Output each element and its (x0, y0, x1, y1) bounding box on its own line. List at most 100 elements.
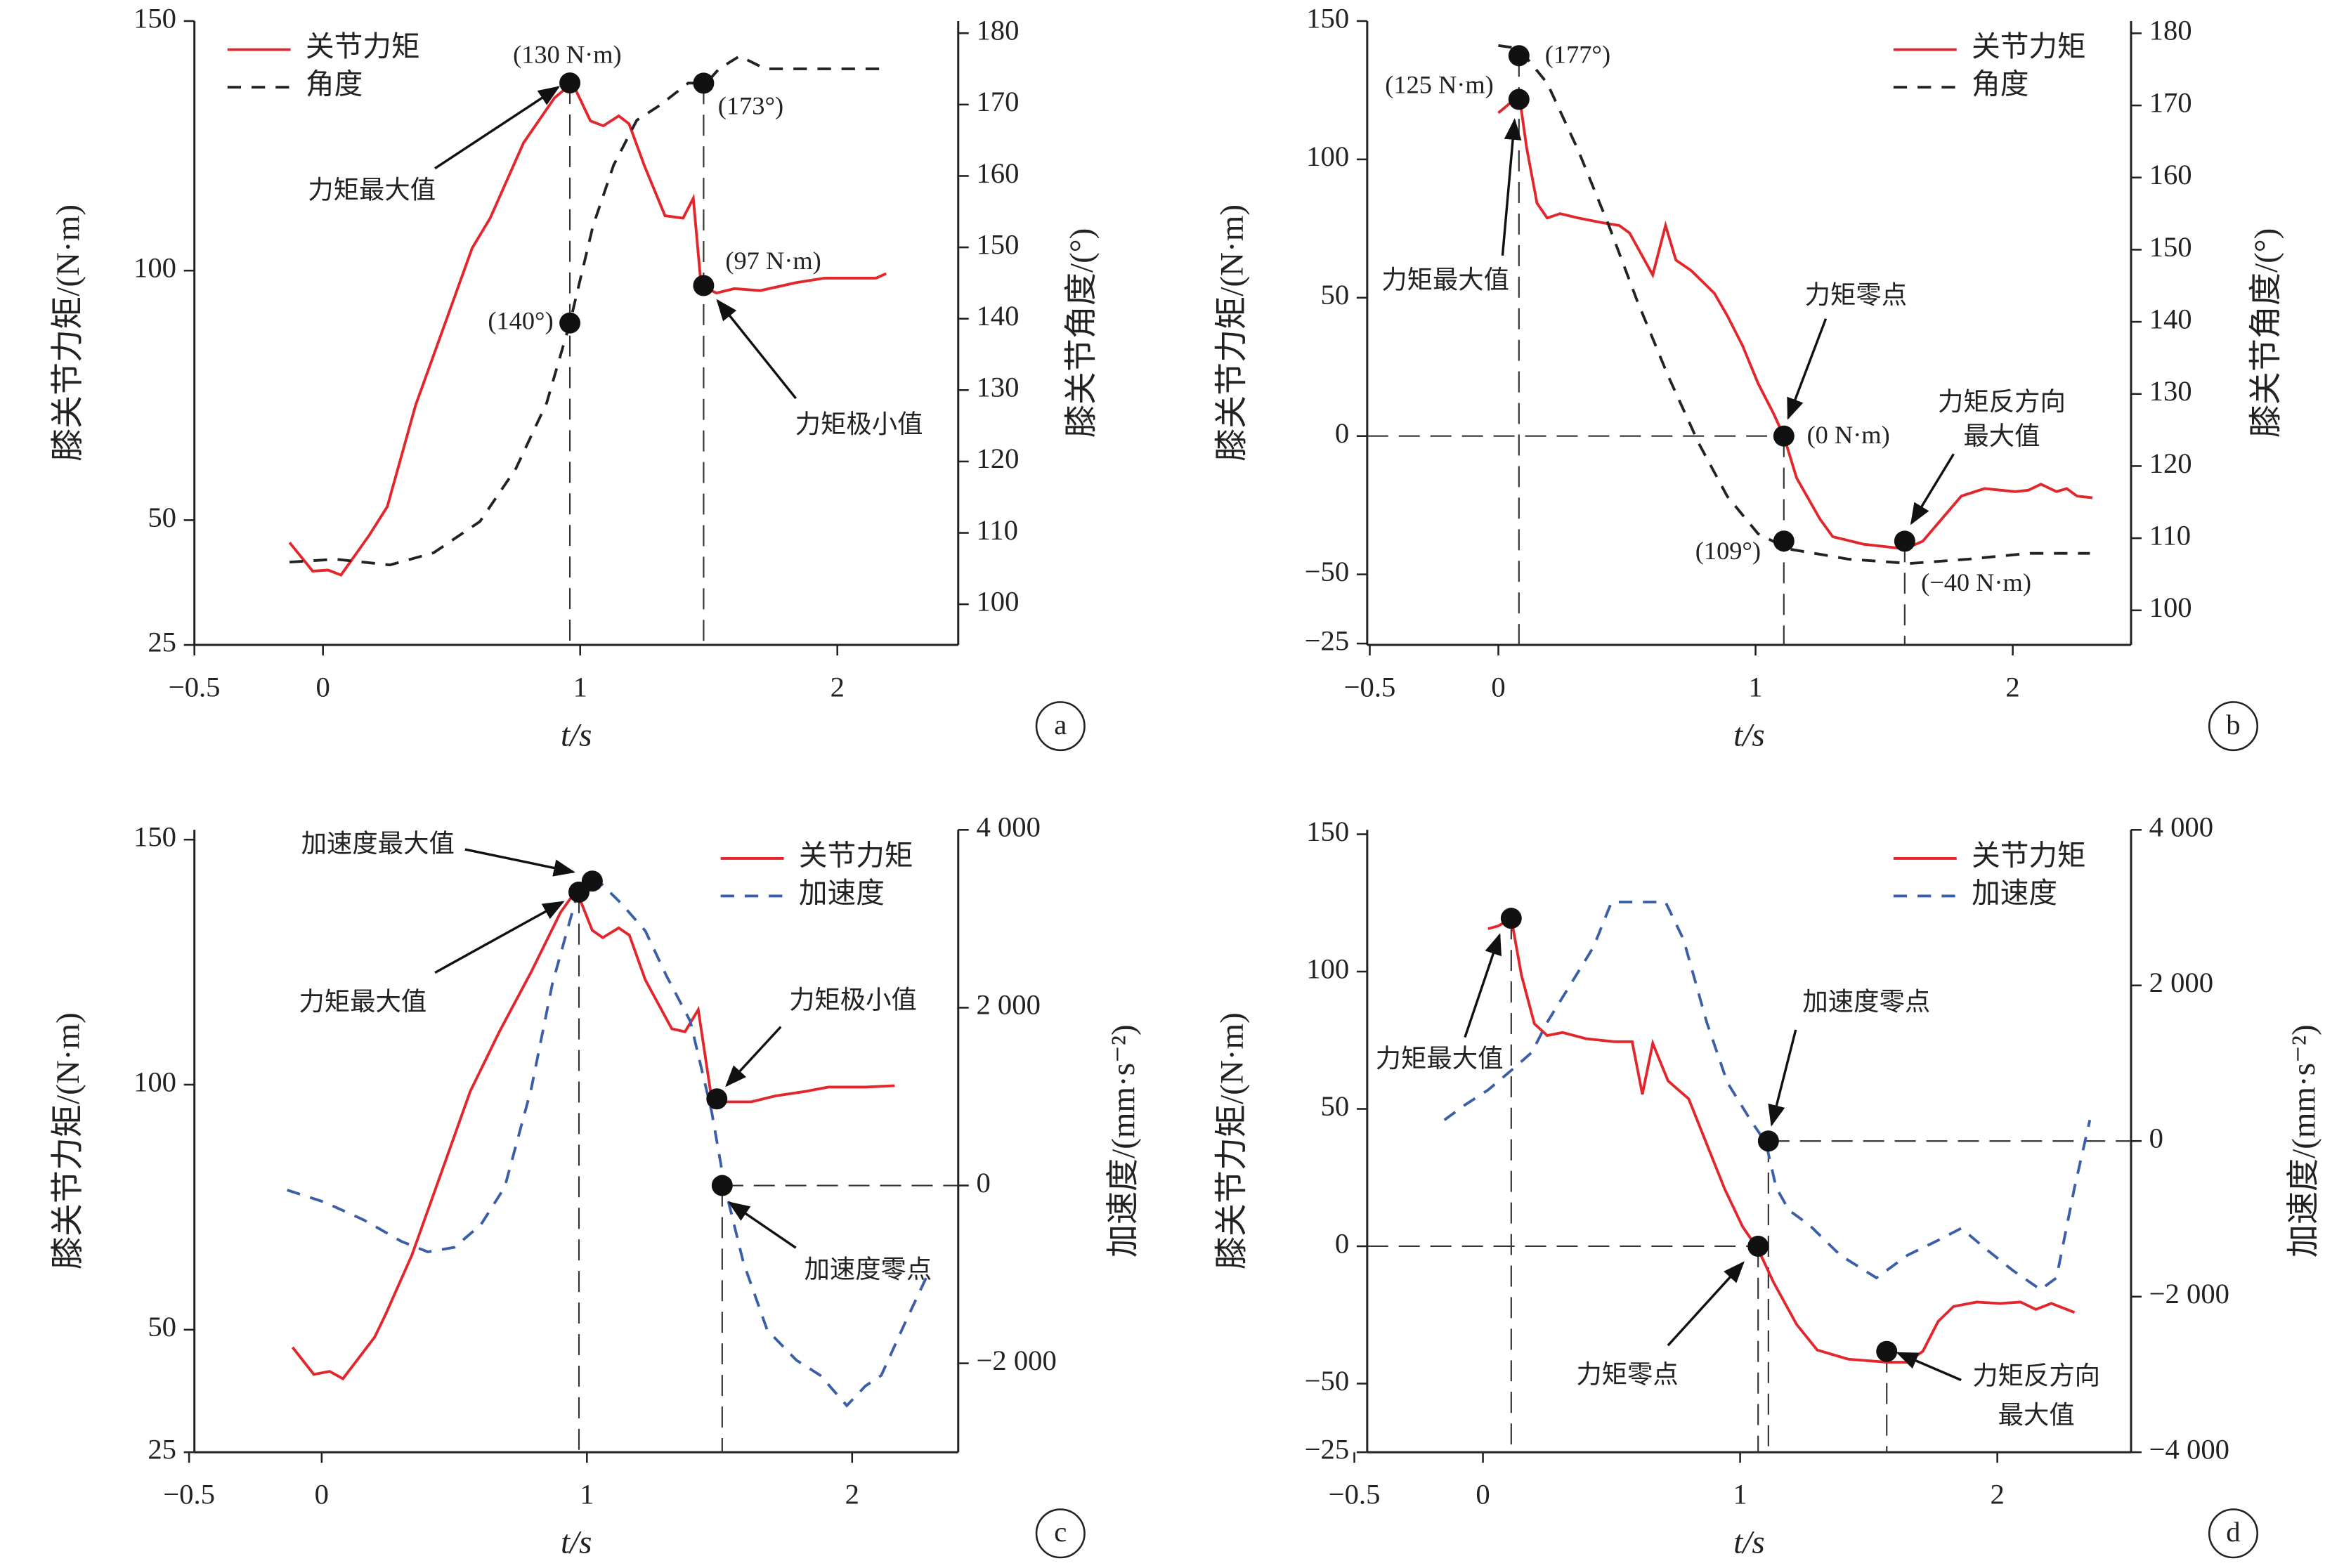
legend-label: 加速度 (799, 877, 885, 909)
y2-tick-label: 140 (976, 300, 1019, 332)
marker-dot (1508, 45, 1530, 67)
arrow (716, 299, 797, 400)
x-tick-label: 0 (315, 1479, 329, 1510)
y2-tick-label: 150 (2149, 231, 2192, 263)
y2-tick-label: 170 (976, 86, 1019, 117)
marker-dot (1876, 1340, 1898, 1362)
arrow (1910, 453, 1955, 525)
y2-tick-label: 2 000 (976, 989, 1040, 1021)
panel-badge (2208, 701, 2259, 752)
arrow (1501, 118, 1522, 256)
y2-tick-label: 130 (976, 372, 1019, 403)
arrow (725, 1026, 782, 1087)
legend-label: 加速度 (1972, 877, 2057, 909)
y2-tick-label: 110 (2149, 519, 2191, 551)
marker-dot (1757, 1130, 1779, 1152)
legend-label: 关节力矩 (1972, 839, 2086, 871)
series-line (1497, 89, 2093, 551)
annotation: 力矩零点 (1576, 1361, 1678, 1389)
y-tick-label: 100 (1306, 141, 1349, 172)
marker-dot (706, 1088, 728, 1110)
panel-badge (1035, 701, 1086, 752)
marker-dot (1500, 908, 1522, 929)
y-tick-label: 25 (148, 1434, 176, 1465)
y2-tick-label: 4 000 (976, 811, 1040, 843)
x-tick-label: 1 (580, 1479, 594, 1510)
chart: −0.5 0 1 2 25 50 100 150 −2 000 0 2 000 4 000 t/s 膝关节… (50, 811, 1142, 1561)
y2-tick-label: 170 (2149, 86, 2192, 118)
marker-dot (693, 275, 715, 296)
x-tick-label: −0.5 (163, 1479, 215, 1510)
y-tick-label: −25 (1305, 1434, 1350, 1465)
y2-tick-label: 160 (976, 157, 1019, 189)
x-axis-label: t/s (1733, 1524, 1764, 1561)
y-tick-label: 150 (1306, 816, 1349, 847)
annotation: 力矩最大值 (1376, 1045, 1504, 1073)
x-tick-label: −0.5 (1344, 672, 1396, 703)
arrow (1768, 1029, 1797, 1127)
annotation: 加速度零点 (1802, 988, 1930, 1016)
annotation: (140°) (488, 306, 553, 334)
marker-dot (559, 312, 581, 334)
panel-badge (1035, 1508, 1086, 1559)
panel-label: b (2226, 709, 2240, 740)
arrow (434, 86, 561, 170)
marker-dot (693, 72, 715, 94)
legend-label: 关节力矩 (799, 839, 913, 871)
marker-dot (1508, 89, 1530, 110)
panel-label: d (2226, 1516, 2240, 1548)
x-tick-label: 1 (1748, 672, 1762, 703)
annotation: (−40 N·m) (1921, 568, 2031, 596)
y2-axis-label: 加速度/(mm·s⁻²) (2286, 1024, 2322, 1257)
y-tick-label: 150 (1306, 2, 1349, 34)
chart: −0.5 0 1 2 −25 −50 0 50 100 150 −4 000 −2 000 0 2 000… (1213, 811, 2322, 1561)
legend-label: 关节力矩 (1972, 31, 2086, 63)
x-tick-label: 2 (831, 672, 845, 703)
annotation: (97 N·m) (725, 247, 821, 275)
y-axis-label: 膝关节力矩/(N·m) (50, 1012, 86, 1269)
annotation: (173°) (718, 91, 783, 119)
x-axis-label: t/s (561, 1524, 592, 1561)
arrow (1787, 318, 1828, 420)
y2-tick-label: 140 (2149, 303, 2192, 334)
annotation: 力矩反方向 (1972, 1362, 2100, 1390)
series-line (1498, 44, 2090, 565)
y2-tick-label: 100 (976, 585, 1019, 617)
series-line (289, 54, 887, 567)
y2-tick-label: 0 (976, 1167, 990, 1198)
marker-dot (559, 72, 581, 94)
marker-dot (711, 1175, 733, 1196)
y-tick-label: −50 (1305, 1365, 1350, 1397)
annotation: 力矩零点 (1805, 281, 1907, 309)
marker-dot (1894, 530, 1915, 552)
legend-label: 角度 (306, 68, 363, 100)
series-line (1487, 916, 2076, 1364)
y-tick-label: 25 (148, 626, 176, 658)
series-line (291, 887, 895, 1381)
annotation: 最大值 (1963, 422, 2040, 450)
y-tick-label: 0 (1335, 417, 1349, 449)
arrow (1464, 933, 1502, 1038)
marker-dot (1773, 425, 1795, 447)
x-tick-label: 2 (1990, 1479, 2004, 1510)
x-tick-label: 0 (1491, 672, 1505, 703)
marker-dot (1773, 530, 1795, 552)
chart: −0.5 0 1 2 −25 −50 0 50 100 150 100 110 120 130 140 150… (1213, 2, 2284, 753)
annotation: 力矩最大值 (1381, 266, 1509, 294)
y2-tick-label: 120 (2149, 447, 2192, 479)
y2-axis-label: 加速度/(mm·s⁻²) (1105, 1024, 1142, 1257)
y2-tick-label: 160 (2149, 159, 2192, 190)
y2-tick-label: 120 (976, 443, 1019, 474)
y-axis-label: 膝关节力矩/(N·m) (50, 204, 86, 462)
y2-tick-label: 110 (976, 514, 1017, 546)
y-axis-label: 膝关节力矩/(N·m) (1213, 1012, 1250, 1269)
x-tick-label: −0.5 (169, 672, 221, 703)
y2-axis-label: 膝关节角度/(°) (2248, 228, 2285, 438)
arrow (727, 1201, 797, 1249)
panel-badge (2208, 1508, 2259, 1559)
panel-label: a (1054, 709, 1067, 740)
arrow (464, 848, 575, 877)
annotation: 力矩反方向 (1938, 388, 2066, 416)
arrow (434, 901, 565, 974)
y2-tick-label: 100 (2149, 592, 2192, 623)
